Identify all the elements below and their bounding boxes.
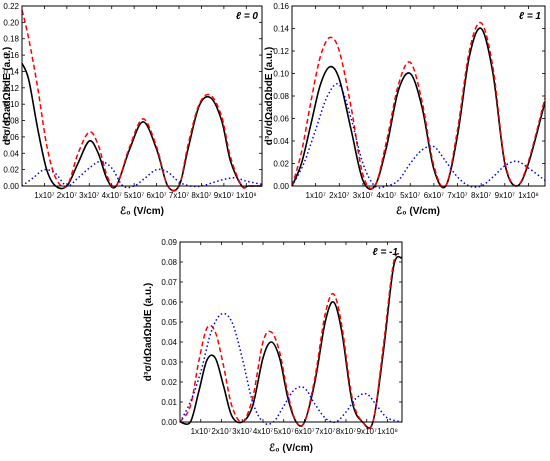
y-tick-label: 0.01 <box>161 398 177 407</box>
x-tick-label: 1x10⁸ <box>377 427 398 436</box>
series-line-dotted <box>179 312 403 425</box>
y-axis-label: d³σ/dΩadΩbdE (a.u.) <box>143 283 154 381</box>
y-tick-label: 0.12 <box>273 47 289 56</box>
x-tick-label: 9x10⁷ <box>357 427 377 436</box>
panel-label: ℓ = -1 <box>373 247 399 258</box>
chart-panel-0: 0.00 0.02 0.04 0.06 0.08 0.10 0.12 0.14 0.16 0.18… <box>2 2 263 217</box>
y-tick-label: 0.18 <box>3 35 19 44</box>
y-tick-label: 0.06 <box>3 133 19 142</box>
x-tick-label: 4x10⁷ <box>102 191 122 200</box>
y-tick-label: 0.16 <box>3 51 19 60</box>
x-tick-label: 1x10⁸ <box>518 191 539 200</box>
x-tick-label: 4x10⁷ <box>253 427 273 436</box>
y-tick-label: 0.08 <box>161 258 177 267</box>
x-tick-label: 2x10⁷ <box>211 427 231 436</box>
x-tick-label: 3x10⁷ <box>232 427 252 436</box>
y-tick-label: 0.10 <box>3 100 19 109</box>
y-tick-label: 0.03 <box>161 358 177 367</box>
panel-label: ℓ = 1 <box>519 11 542 22</box>
plot-frame <box>179 241 403 423</box>
panel-label: ℓ = 0 <box>236 11 259 22</box>
y-tick-label: 0.06 <box>161 298 177 307</box>
chart-panel-2: 0.00 0.01 0.02 0.03 0.04 0.05 0.06 0.07 0.08 0.09… <box>143 238 403 454</box>
series-line-dotted <box>21 160 263 189</box>
x-tick-label: 9x10⁷ <box>214 191 234 200</box>
y-tick-label: 0.02 <box>3 166 19 175</box>
x-tick-label: 1x10⁷ <box>191 427 211 436</box>
x-tick-label: 3x10⁷ <box>79 191 99 200</box>
x-tick-label: 1x10⁷ <box>306 191 326 200</box>
chart-panel-1: 0.00 0.02 0.04 0.06 0.08 0.10 0.12 0.14 0.16 1x10… <box>264 2 546 217</box>
x-tick-label: 4x10⁷ <box>376 191 396 200</box>
y-tick-label: 0.20 <box>3 18 19 27</box>
y-tick-label: 0.00 <box>273 182 289 191</box>
y-tick-label: 0.06 <box>273 115 289 124</box>
y-tick-label: 0.08 <box>3 117 19 126</box>
y-tick-label: 0.08 <box>273 92 289 101</box>
y-tick-label: 0.12 <box>3 84 19 93</box>
series-line-solid <box>291 27 546 190</box>
x-tick-label: 7x10⁷ <box>169 191 189 200</box>
series-line-dashed <box>291 21 546 190</box>
x-tick-label: 1x10⁷ <box>34 191 54 200</box>
x-tick-label: 2x10⁷ <box>57 191 77 200</box>
x-tick-label: 6x10⁷ <box>146 191 166 200</box>
y-tick-label: 0.02 <box>161 378 177 387</box>
x-axis-label: ℰ₀ (V/cm) <box>396 206 440 217</box>
x-tick-label: 1x10⁸ <box>236 191 257 200</box>
y-axis-label: d³σ/dΩadΩbdE (a.u.) <box>264 47 275 145</box>
x-axis-label: ℰ₀ (V/cm) <box>120 206 164 217</box>
y-tick-label: 0.04 <box>273 137 289 146</box>
y-tick-label: 0.07 <box>161 278 177 287</box>
series-line-dashed <box>21 9 262 192</box>
x-tick-label: 8x10⁷ <box>336 427 356 436</box>
x-tick-label: 6x10⁷ <box>294 427 314 436</box>
x-axis-label: ℰ₀ (V/cm) <box>269 443 313 454</box>
y-tick-label: 0.02 <box>273 160 289 169</box>
y-tick-label: 0.09 <box>161 238 177 247</box>
x-tick-label: 9x10⁷ <box>495 191 515 200</box>
x-tick-label: 7x10⁷ <box>315 427 335 436</box>
series-line-solid <box>21 62 262 192</box>
y-axis-label: d³σ/dΩadΩbdE (a.u.) <box>2 47 13 145</box>
x-tick-label: 8x10⁷ <box>191 191 211 200</box>
plot-frame <box>21 5 263 187</box>
y-tick-label: 0.14 <box>3 67 19 76</box>
y-tick-label: 0.00 <box>161 418 177 427</box>
series-line-dotted <box>291 83 546 189</box>
y-tick-label: 0.22 <box>3 2 19 11</box>
y-tick-label: 0.04 <box>161 338 177 347</box>
x-tick-label: 3x10⁷ <box>353 191 373 200</box>
x-tick-label: 5x10⁷ <box>274 427 294 436</box>
y-tick-label: 0.05 <box>161 318 177 327</box>
x-tick-label: 8x10⁷ <box>471 191 491 200</box>
series-line-solid <box>179 255 403 429</box>
x-tick-label: 6x10⁷ <box>424 191 444 200</box>
y-tick-label: 0.10 <box>273 70 289 79</box>
y-tick-label: 0.04 <box>3 149 19 158</box>
x-tick-label: 7x10⁷ <box>447 191 467 200</box>
y-tick-label: 0.00 <box>3 182 19 191</box>
y-tick-label: 0.16 <box>273 2 289 11</box>
series-line-dashed <box>179 253 403 430</box>
y-tick-label: 0.14 <box>273 25 289 34</box>
x-tick-label: 5x10⁷ <box>124 191 144 200</box>
x-tick-label: 5x10⁷ <box>400 191 420 200</box>
x-tick-label: 2x10⁷ <box>329 191 349 200</box>
